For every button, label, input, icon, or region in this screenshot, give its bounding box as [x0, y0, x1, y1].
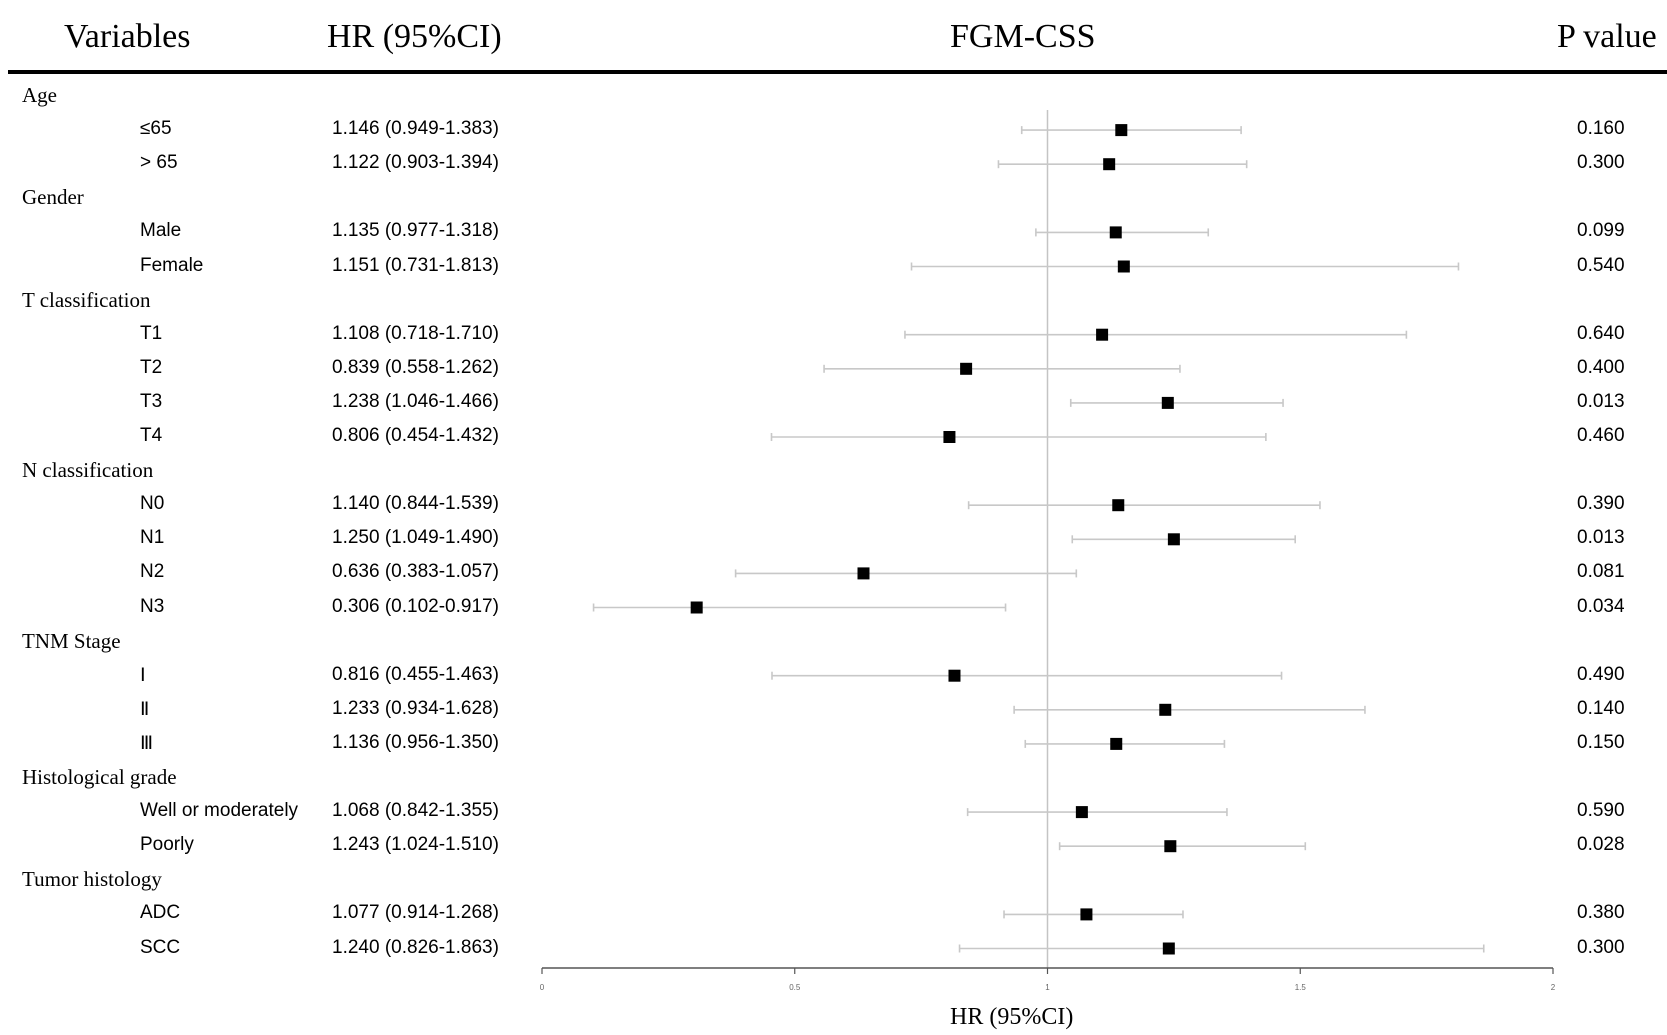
- p-value: 0.140: [1577, 697, 1625, 719]
- hr-point-marker: [690, 601, 703, 614]
- subgroup-label: T2: [140, 356, 163, 378]
- p-value: 0.013: [1577, 527, 1625, 549]
- hr-ci-value: 1.146 (0.949-1.383): [332, 118, 499, 140]
- hr-ci-value: 1.136 (0.956-1.350): [332, 731, 499, 753]
- hr-ci-value: 1.140 (0.844-1.539): [332, 493, 499, 515]
- hr-point-marker: [857, 567, 870, 580]
- hr-ci-value: 1.250 (1.049-1.490): [332, 527, 499, 549]
- hr-ci-value: 0.816 (0.455-1.463): [332, 663, 499, 685]
- subgroup-label: Poorly: [140, 834, 194, 856]
- hr-point-marker: [1110, 737, 1123, 750]
- subgroup-label: Ⅲ: [140, 732, 154, 754]
- hr-point-marker: [1159, 703, 1172, 716]
- hr-ci-value: 1.243 (1.024-1.510): [332, 834, 499, 856]
- p-value: 0.400: [1577, 356, 1625, 378]
- hr-ci-value: 0.306 (0.102-0.917): [332, 595, 499, 617]
- x-tick-label: 1.5: [1295, 983, 1307, 992]
- hr-point-marker: [1164, 840, 1177, 853]
- hr-ci-value: 1.077 (0.914-1.268): [332, 902, 499, 924]
- hr-ci-value: 1.233 (0.934-1.628): [332, 697, 499, 719]
- hr-ci-value: 0.839 (0.558-1.262): [332, 356, 499, 378]
- p-value: 0.460: [1577, 425, 1625, 446]
- p-value: 0.150: [1577, 731, 1625, 753]
- p-value: 0.013: [1577, 390, 1625, 412]
- subgroup-label: ≤65: [140, 118, 172, 140]
- hr-point-marker: [1103, 158, 1116, 171]
- hr-point-marker: [1161, 396, 1174, 409]
- header-hr: HR (95%CI): [327, 18, 502, 55]
- x-tick-label: 1: [1045, 983, 1050, 992]
- group-label: T classification: [22, 287, 151, 312]
- p-value: 0.034: [1577, 595, 1625, 617]
- subgroup-label: SCC: [140, 936, 181, 958]
- hr-point-marker: [948, 669, 961, 682]
- hr-ci-value: 1.122 (0.903-1.394): [332, 152, 499, 174]
- subgroup-label: N0: [140, 493, 165, 515]
- p-value: 0.540: [1577, 254, 1625, 276]
- hr-ci-value: 0.806 (0.454-1.432): [332, 425, 499, 446]
- subgroup-label: N1: [140, 527, 165, 549]
- subgroup-label: Ⅰ: [140, 664, 146, 686]
- hr-point-marker: [1096, 328, 1109, 341]
- subgroup-label: Well or moderately: [140, 800, 299, 822]
- group-label: N classification: [22, 458, 154, 483]
- p-value: 0.160: [1577, 118, 1625, 140]
- hr-point-marker: [1109, 226, 1122, 239]
- subgroup-label: Male: [140, 220, 182, 242]
- hr-point-marker: [1075, 806, 1088, 819]
- hr-ci-value: 1.068 (0.842-1.355): [332, 800, 499, 822]
- hr-ci-value: 1.108 (0.718-1.710): [332, 322, 499, 344]
- p-value: 0.590: [1577, 800, 1625, 822]
- hr-ci-value: 1.238 (1.046-1.466): [332, 390, 499, 412]
- subgroup-label: T3: [140, 390, 163, 412]
- hr-ci-value: 0.636 (0.383-1.057): [332, 561, 499, 583]
- hr-point-marker: [960, 362, 973, 375]
- group-label: TNM Stage: [22, 628, 121, 653]
- hr-ci-value: 1.135 (0.977-1.318): [332, 220, 499, 242]
- header-plot-title: FGM-CSS: [950, 18, 1096, 55]
- hr-point-marker: [943, 431, 956, 443]
- p-value: 0.380: [1577, 902, 1625, 924]
- p-value: 0.490: [1577, 663, 1625, 685]
- subgroup-label: T1: [140, 322, 163, 344]
- subgroup-label: N3: [140, 595, 165, 617]
- header-variables: Variables: [64, 18, 191, 55]
- hr-point-marker: [1080, 908, 1093, 921]
- p-value: 0.081: [1577, 561, 1625, 583]
- group-label: Gender: [22, 185, 84, 210]
- group-label: Age: [22, 83, 57, 107]
- header-rule: [8, 70, 1667, 74]
- subgroup-label: > 65: [140, 152, 178, 174]
- hr-point-marker: [1162, 942, 1175, 955]
- group-label: Histological grade: [22, 765, 177, 789]
- x-axis-label: HR (95%CI): [950, 1004, 1074, 1030]
- p-value: 0.300: [1577, 936, 1625, 958]
- hr-point-marker: [1112, 499, 1125, 512]
- subgroup-label: Ⅱ: [140, 698, 150, 720]
- hr-ci-value: 1.151 (0.731-1.813): [332, 254, 499, 276]
- group-label: Tumor histology: [22, 867, 162, 892]
- subgroup-label: T4: [140, 425, 163, 446]
- header-pvalue: P value: [1557, 18, 1657, 55]
- p-value: 0.390: [1577, 493, 1625, 515]
- p-value: 0.028: [1577, 834, 1625, 856]
- hr-ci-value: 1.240 (0.826-1.863): [332, 936, 499, 958]
- p-value: 0.300: [1577, 152, 1625, 174]
- hr-point-marker: [1117, 260, 1130, 273]
- x-tick-label: 2: [1551, 983, 1556, 992]
- x-tick-label: 0: [540, 983, 545, 992]
- hr-point-marker: [1115, 124, 1128, 137]
- subgroup-label: N2: [140, 561, 165, 583]
- subgroup-label: Female: [140, 254, 204, 276]
- hr-point-marker: [1167, 533, 1180, 546]
- subgroup-label: ADC: [140, 902, 181, 924]
- p-value: 0.099: [1577, 220, 1625, 242]
- x-tick-label: 0.5: [789, 983, 801, 992]
- p-value: 0.640: [1577, 322, 1625, 344]
